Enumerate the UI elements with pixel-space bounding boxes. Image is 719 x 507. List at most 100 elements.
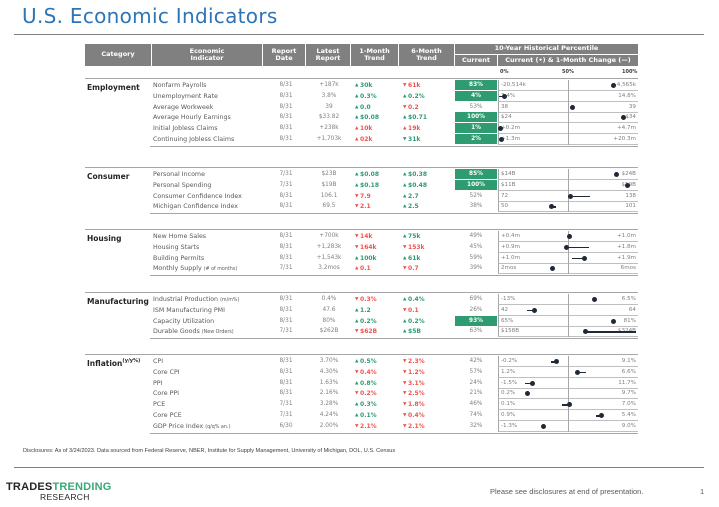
trend-1m: ▲ 0.1 xyxy=(355,263,400,274)
triangle-up-icon: ▲ xyxy=(355,104,361,110)
category-name: Housing xyxy=(87,234,122,243)
midpoint-line xyxy=(568,315,569,327)
latest-report: +1,703k xyxy=(316,136,342,142)
range-high: 39 xyxy=(628,103,636,110)
trend-6m: ▲ 0.4% xyxy=(403,294,453,305)
indicator-name: GDP Price Index (q/q% an.) xyxy=(153,421,273,433)
report-date: 8/31 xyxy=(279,296,293,302)
triangle-up-icon: ▲ xyxy=(403,182,409,188)
trend-value: 0.1 xyxy=(408,306,419,314)
current-percentile: 74% xyxy=(469,412,483,418)
range-low: $24 xyxy=(501,114,512,121)
trend-1m: ▼ 0.4% xyxy=(355,367,400,378)
trend-value: 153k xyxy=(408,243,425,251)
current-marker xyxy=(502,93,508,99)
indicator-name: Consumer Confidence Index xyxy=(153,191,273,202)
trend-value: 2.3% xyxy=(408,358,425,365)
report-date: 8/31 xyxy=(279,254,293,261)
current-percentile: 38% xyxy=(469,203,483,210)
indicator-label: Nonfarm Payrolls xyxy=(153,82,207,89)
change-bar xyxy=(570,195,591,198)
midpoint-line xyxy=(568,123,569,135)
logo-word-research: RESEARCH xyxy=(40,492,90,502)
indicator-label: Capacity Utilization xyxy=(153,317,215,325)
trend-6m: ▼ 0.2 xyxy=(403,102,453,113)
category-label: Manufacturing xyxy=(87,297,149,306)
table-row: GDP Price Index (q/q% an.) 6/30 2.00% ▼ 2.1… xyxy=(85,420,638,433)
trend-1m: ▲ $0.08 xyxy=(355,112,400,123)
table-row: PCE 7/31 3.28% ▲ 0.3% ▼ 1.8% 46% 0.1% 7.0% xyxy=(85,399,638,411)
trend-value: $0.08 xyxy=(360,114,380,122)
range-low: -20,514k xyxy=(501,82,526,88)
triangle-up-icon: ▲ xyxy=(355,266,361,272)
trend-value: $62B xyxy=(360,328,378,336)
logo-word-trending: TRENDING xyxy=(52,481,112,493)
range-high: 81% xyxy=(623,317,636,324)
midpoint-line xyxy=(568,410,569,421)
latest-report: 69.5 xyxy=(322,203,336,210)
midpoint-line xyxy=(568,80,569,91)
current-marker xyxy=(575,369,581,375)
header-latest-report: Latest Report xyxy=(306,44,350,66)
midpoint-line xyxy=(568,201,569,213)
midpoint-line xyxy=(568,294,569,305)
current-marker xyxy=(611,83,617,88)
triangle-down-icon: ▼ xyxy=(403,369,409,375)
latest-report: +187k xyxy=(319,82,339,88)
report-date: 8/31 xyxy=(279,317,293,324)
range-low: 38 xyxy=(501,103,509,110)
table-row: New Home Sales 8/31 +700k ▼ 14k ▲ 75k 49% +0.4… xyxy=(85,231,638,242)
report-date: 8/31 xyxy=(279,306,293,313)
current-marker xyxy=(598,413,604,418)
trend-6m: ▲ 2.5 xyxy=(403,201,453,212)
current-percentile: 21% xyxy=(469,390,483,397)
trend-6m: ▲ $0.48 xyxy=(403,180,453,191)
trend-6m: ▼ 153k xyxy=(403,242,453,253)
range-low: +1.3m xyxy=(501,136,521,142)
current-marker xyxy=(613,172,619,177)
trend-6m: ▲ $0.38 xyxy=(403,169,453,180)
indicator-name: Initial Jobless Claims xyxy=(153,123,273,134)
midpoint-line xyxy=(568,112,569,124)
indicator-label: GDP Price Index xyxy=(153,422,204,430)
trend-1m: ▼ $62B xyxy=(355,326,400,337)
trend-1m: ▲ 10k xyxy=(355,123,400,134)
header-report-date: Report Date xyxy=(263,44,305,66)
range-high: +4.7m xyxy=(616,125,636,132)
category-label: Housing xyxy=(87,234,122,243)
midpoint-line xyxy=(568,169,569,180)
range-low: $158B xyxy=(501,328,520,335)
indicator-note: (m/m%) xyxy=(220,298,240,303)
midpoint-line xyxy=(568,252,569,264)
percentile-range-chart: 0.2% 9.7% xyxy=(498,388,638,400)
indicator-name: ISM Manufacturing PMI xyxy=(153,305,273,316)
triangle-down-icon: ▼ xyxy=(403,402,409,408)
range-high: 101 xyxy=(625,203,636,210)
section-bottom-rule xyxy=(150,275,638,277)
latest-report: 106.1 xyxy=(320,192,338,199)
report-date: 8/31 xyxy=(279,192,293,199)
report-date: 7/31 xyxy=(279,181,293,188)
current-percentile: 2% xyxy=(455,134,497,144)
latest-report: 0.4% xyxy=(321,296,337,302)
trend-value: $0.08 xyxy=(360,171,380,178)
range-high: 9.1% xyxy=(621,358,636,364)
current-marker xyxy=(569,104,575,110)
range-low: 3.4% xyxy=(501,92,516,99)
current-marker xyxy=(497,126,503,132)
triangle-up-icon: ▲ xyxy=(403,297,409,302)
midpoint-line xyxy=(568,101,569,113)
percentile-range-chart: -20,514k +4,565k xyxy=(498,80,638,91)
triangle-up-icon: ▲ xyxy=(355,380,361,386)
range-high: 64 xyxy=(628,306,636,313)
percentile-range-chart: $11B$19B xyxy=(498,179,638,191)
trend-value: 1.2 xyxy=(360,306,371,314)
trend-value: 1.2% xyxy=(408,368,425,376)
percentile-range-chart: 65% 81% xyxy=(498,315,638,327)
percentile-range-chart: 0.1% 7.0% xyxy=(498,399,638,411)
triangle-down-icon: ▼ xyxy=(403,423,409,429)
trend-value: 1.8% xyxy=(408,401,425,409)
current-percentile: 46% xyxy=(469,401,483,408)
range-low: 0.1% xyxy=(501,401,516,408)
header-1m-trend: 1-Month Trend xyxy=(351,44,398,66)
